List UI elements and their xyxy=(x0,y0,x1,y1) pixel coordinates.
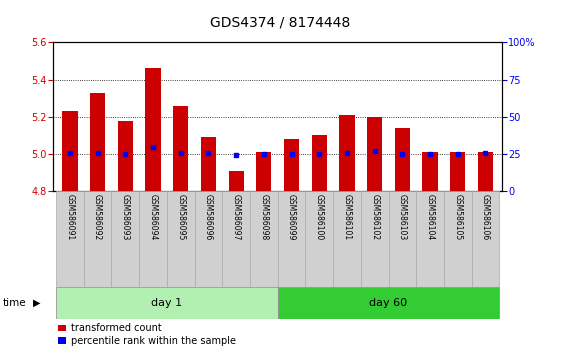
Bar xyxy=(90,93,105,191)
Bar xyxy=(118,121,133,191)
Bar xyxy=(139,191,167,287)
Text: GSM586091: GSM586091 xyxy=(66,194,75,240)
Bar xyxy=(278,287,499,319)
Bar xyxy=(112,191,139,287)
Bar xyxy=(250,191,278,287)
Text: GSM586106: GSM586106 xyxy=(481,194,490,240)
Bar xyxy=(256,152,272,191)
Bar xyxy=(389,191,416,287)
Bar xyxy=(62,111,77,191)
Bar xyxy=(284,139,299,191)
Bar xyxy=(222,191,250,287)
Bar xyxy=(444,191,472,287)
Text: day 60: day 60 xyxy=(370,298,408,308)
Text: time: time xyxy=(3,298,26,308)
Bar xyxy=(395,128,410,191)
Text: GSM586092: GSM586092 xyxy=(93,194,102,240)
Bar xyxy=(416,191,444,287)
Bar xyxy=(361,191,389,287)
Bar xyxy=(339,115,355,191)
Bar xyxy=(278,191,305,287)
Text: ▶: ▶ xyxy=(33,298,40,308)
Bar xyxy=(201,137,216,191)
Text: GSM586093: GSM586093 xyxy=(121,194,130,240)
Text: GSM586105: GSM586105 xyxy=(453,194,462,240)
Bar xyxy=(145,69,160,191)
Text: GSM586099: GSM586099 xyxy=(287,194,296,240)
Text: GSM586100: GSM586100 xyxy=(315,194,324,240)
Bar xyxy=(478,152,493,191)
Text: GSM586103: GSM586103 xyxy=(398,194,407,240)
Text: GDS4374 / 8174448: GDS4374 / 8174448 xyxy=(210,16,351,30)
Bar xyxy=(311,136,327,191)
Bar xyxy=(56,191,84,287)
Bar xyxy=(195,191,222,287)
Text: GSM586098: GSM586098 xyxy=(259,194,268,240)
Bar xyxy=(333,191,361,287)
Bar xyxy=(305,191,333,287)
Text: GSM586096: GSM586096 xyxy=(204,194,213,240)
Text: GSM586094: GSM586094 xyxy=(149,194,158,240)
Bar xyxy=(422,152,438,191)
Text: day 1: day 1 xyxy=(151,298,182,308)
Text: GSM586097: GSM586097 xyxy=(232,194,241,240)
Text: GSM586102: GSM586102 xyxy=(370,194,379,240)
Bar xyxy=(56,287,278,319)
Bar xyxy=(173,106,188,191)
Bar xyxy=(367,117,382,191)
Bar xyxy=(472,191,499,287)
Bar xyxy=(84,191,112,287)
Bar xyxy=(228,171,244,191)
Text: GSM586104: GSM586104 xyxy=(426,194,435,240)
Bar xyxy=(450,152,466,191)
Text: GSM586095: GSM586095 xyxy=(176,194,185,240)
Legend: transformed count, percentile rank within the sample: transformed count, percentile rank withi… xyxy=(58,324,236,346)
Bar xyxy=(167,191,195,287)
Text: GSM586101: GSM586101 xyxy=(342,194,351,240)
